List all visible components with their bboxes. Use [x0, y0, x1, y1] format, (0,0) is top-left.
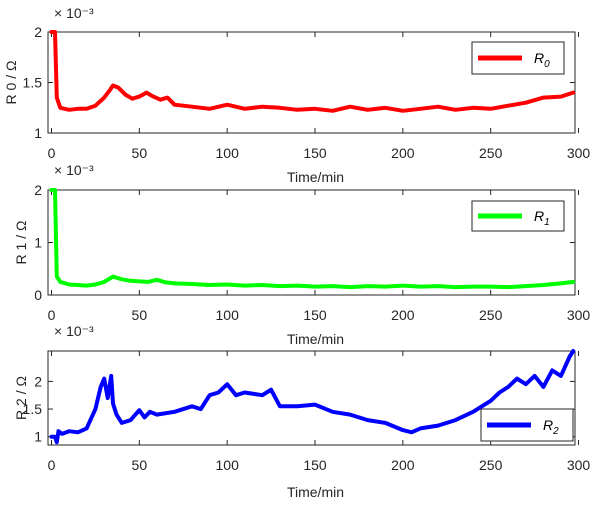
- y-axis-label: R 1 / Ω: [13, 221, 29, 265]
- y-tick-label: 1.5: [23, 401, 43, 417]
- legend: R1: [471, 200, 565, 232]
- y-exponent-label: × 10⁻³: [54, 5, 94, 21]
- chart-panel-r2: 0 50 100 150 200 250 300 1 1.5 2 × 10⁻³ Time/min R 2…: [13, 323, 590, 500]
- x-tick-label: 100: [216, 145, 240, 161]
- x-tick-label: 100: [216, 307, 240, 323]
- x-tick-label: 150: [303, 457, 327, 473]
- y-exponent-label: × 10⁻³: [54, 162, 94, 178]
- y-tick-label: 2: [34, 182, 42, 198]
- x-tick-label: 250: [479, 145, 503, 161]
- series-line-R0: [49, 30, 576, 113]
- x-tick-label: 100: [216, 457, 240, 473]
- legend: R0: [471, 41, 565, 75]
- x-tick-label: 300: [567, 145, 591, 161]
- x-tick-label: 150: [303, 307, 327, 323]
- legend-subscript: 0: [544, 59, 550, 70]
- x-axis-label: Time/min: [287, 484, 344, 500]
- x-tick-label: 300: [567, 457, 591, 473]
- y-tick-label: 2: [34, 373, 42, 389]
- chart-panel-r0: 0 50 100 150 200 250 300 1 1.5 2 × 10⁻³ Time/min R 0…: [3, 5, 590, 185]
- x-tick-label: 200: [391, 307, 415, 323]
- x-tick-label: 250: [479, 457, 503, 473]
- x-axis-label: Time/min: [287, 169, 344, 185]
- y-axis-label: R 0 / Ω: [3, 61, 19, 105]
- chart-panel-r1: 0 50 100 150 200 250 300 0 1 2 × 10⁻³ Time/min R 1 /…: [13, 162, 590, 347]
- y-tick-label: 1: [34, 235, 42, 251]
- y-exponent-label: × 10⁻³: [54, 323, 94, 339]
- y-tick-label: 1.5: [23, 75, 43, 91]
- y-tick-label: 1: [34, 429, 42, 445]
- legend-subscript: 2: [552, 426, 559, 437]
- x-tick-label: 0: [48, 307, 56, 323]
- x-tick-label: 300: [567, 307, 591, 323]
- x-tick-label: 200: [391, 145, 415, 161]
- x-tick-label: 150: [303, 145, 327, 161]
- x-tick-label: 200: [391, 457, 415, 473]
- y-tick-label: 2: [34, 24, 42, 40]
- series-line-R2: [49, 349, 576, 445]
- y-axis-label: R 2 / Ω: [13, 376, 29, 420]
- x-tick-label: 50: [132, 145, 148, 161]
- x-tick-label: 50: [132, 307, 148, 323]
- x-tick-label: 0: [48, 457, 56, 473]
- legend: R2: [480, 408, 574, 442]
- x-tick-label: 250: [479, 307, 503, 323]
- series-line-R1: [49, 188, 576, 290]
- x-tick-label: 50: [132, 457, 148, 473]
- legend-subscript: 1: [544, 217, 550, 228]
- x-axis-label: Time/min: [287, 331, 344, 347]
- x-tick-label: 0: [48, 145, 56, 161]
- y-tick-label: 0: [34, 287, 42, 303]
- y-tick-label: 1: [34, 125, 42, 141]
